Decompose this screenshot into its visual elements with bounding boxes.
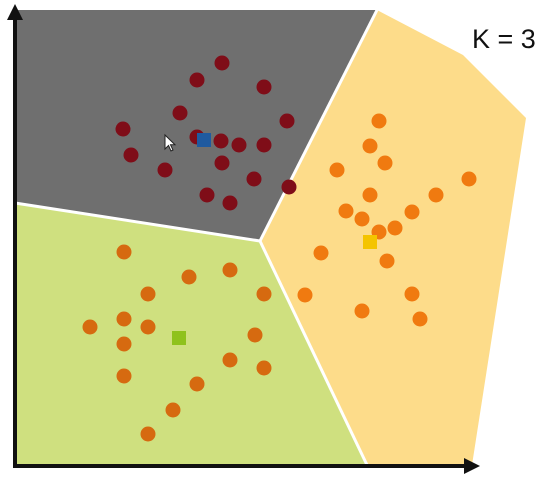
green-data-point (189, 376, 205, 392)
dark-red-data-point (256, 137, 272, 153)
green-data-point (82, 319, 98, 335)
orange-centroid (363, 235, 377, 249)
region-boundaries (14, 9, 379, 466)
dark-red-centroid (197, 133, 211, 147)
green-data-point (116, 336, 132, 352)
dark-red-data-point (199, 187, 215, 203)
green-data-point (222, 352, 238, 368)
dark-red-data-point (281, 179, 297, 195)
x-axis-arrow-icon (464, 458, 480, 474)
dark-red-data-point (214, 155, 230, 171)
boundary-dark-green (14, 201, 261, 243)
dark-red-data-point (279, 113, 295, 129)
dark-red-data-point (115, 121, 131, 137)
dark-red-data-point (123, 147, 139, 163)
green-cluster-region (15, 203, 367, 465)
orange-data-point (428, 187, 444, 203)
y-axis-arrow-icon (7, 4, 23, 20)
mouse-cursor-icon (164, 133, 177, 152)
dark-red-data-point (256, 79, 272, 95)
dark-red-data-point (213, 133, 229, 149)
green-data-point (165, 402, 181, 418)
green-data-point (256, 360, 272, 376)
green-data-point (140, 286, 156, 302)
green-data-point (116, 244, 132, 260)
orange-data-point (461, 171, 477, 187)
green-data-point (247, 327, 263, 343)
orange-data-point (329, 162, 345, 178)
orange-data-point (404, 286, 420, 302)
green-data-point (140, 426, 156, 442)
k-value-label: K = 3 (472, 24, 536, 54)
orange-data-point (404, 204, 420, 220)
dark-red-data-point (172, 105, 188, 121)
green-data-point (116, 368, 132, 384)
orange-data-point (297, 287, 313, 303)
y-axis (7, 4, 23, 466)
boundary-dark-yellow (258, 9, 379, 242)
green-data-point (222, 262, 238, 278)
x-axis (13, 458, 480, 474)
dark-red-data-point (231, 137, 247, 153)
boundary-green-yellow (258, 240, 369, 466)
yellow-cluster-region (260, 10, 526, 465)
orange-data-point (362, 138, 378, 154)
orange-data-point (387, 220, 403, 236)
orange-data-point (412, 311, 428, 327)
centroids (172, 133, 377, 345)
orange-data-point (338, 203, 354, 219)
dark-red-data-point (189, 72, 205, 88)
dark-red-data-point (246, 171, 262, 187)
orange-data-point (313, 245, 329, 261)
orange-data-point (354, 303, 370, 319)
dark-red-data-point (157, 162, 173, 178)
data-points (82, 55, 477, 442)
orange-data-point (362, 187, 378, 203)
orange-data-point (377, 155, 393, 171)
orange-data-point (371, 113, 387, 129)
orange-data-point (354, 211, 370, 227)
green-data-point (181, 269, 197, 285)
green-data-point (140, 319, 156, 335)
dark-red-data-point (214, 55, 230, 71)
green-centroid (172, 331, 186, 345)
dark-red-data-point (222, 195, 238, 211)
orange-data-point (379, 253, 395, 269)
green-data-point (256, 286, 272, 302)
green-data-point (116, 311, 132, 327)
